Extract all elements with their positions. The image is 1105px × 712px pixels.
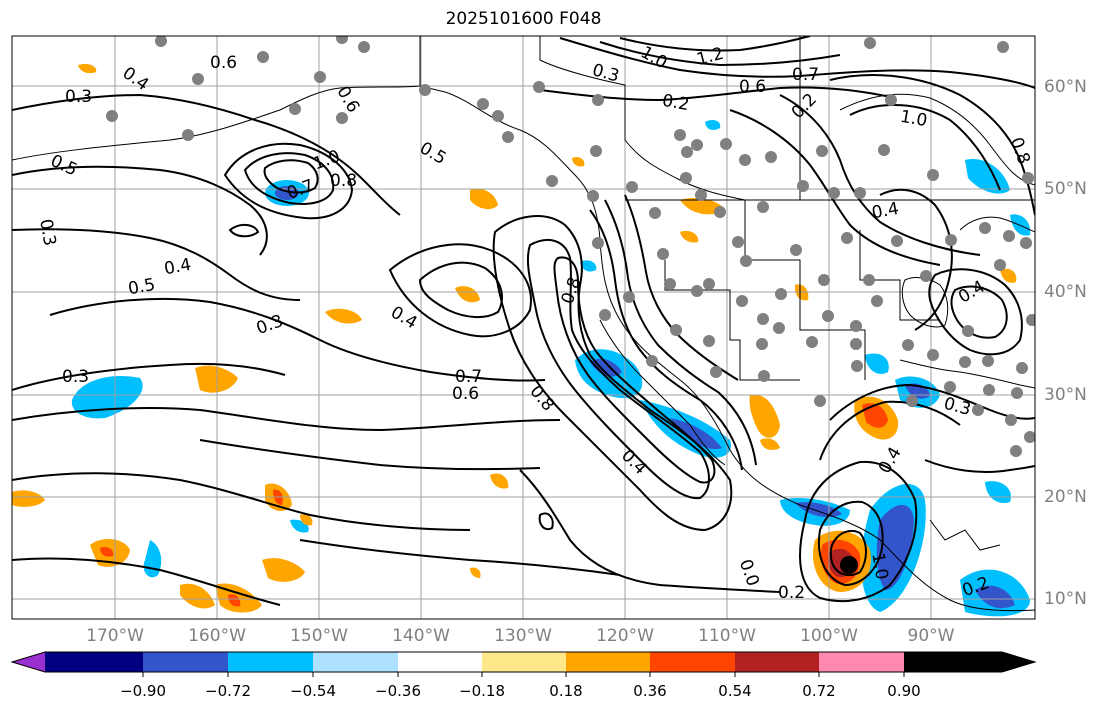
lon-tick-label: 160°W [188, 626, 246, 646]
colorbar-segment [313, 652, 398, 672]
contour-label: 0.6 [210, 53, 237, 73]
lat-tick-label: 20°N [1044, 487, 1087, 507]
contour-label: 0.2 [661, 91, 691, 115]
lat-tick-label: 50°N [1044, 179, 1087, 199]
colorbar-tick-label: −0.90 [120, 682, 166, 700]
station-dots [106, 36, 1035, 457]
lat-tick-label: 30°N [1044, 385, 1087, 405]
contour-label: 0.3 [62, 367, 89, 387]
colorbar-tick-label: 0.36 [633, 682, 667, 700]
colorbar-segment [650, 652, 735, 672]
contour-label: 0.6 [739, 77, 766, 97]
colorbar-segment [45, 652, 143, 672]
lon-tick-label: 170°W [86, 626, 144, 646]
colorbar-tick-label: −0.18 [459, 682, 505, 700]
colorbar-outline [10, 651, 1037, 673]
colorbar-tick-label: 0.54 [718, 682, 752, 700]
contour-label: 1.0 [899, 107, 929, 131]
contour-label: 0.3 [35, 217, 59, 247]
colorbar-tick-label: 0.90 [887, 682, 921, 700]
lon-tick-label: 150°W [290, 626, 348, 646]
lon-tick-label: 110°W [698, 626, 756, 646]
lat-tick-label: 10°N [1044, 589, 1087, 609]
colorbar-segment [143, 652, 228, 672]
map-frame [11, 35, 1036, 620]
colorbar-segment [398, 652, 482, 672]
contour-label: 0.3 [65, 87, 92, 107]
contour-label: 0.7 [455, 367, 482, 387]
lon-tick-label: 140°W [392, 626, 450, 646]
contour-label: 1.0 [867, 551, 891, 581]
colorbar-tick-label: 0.72 [802, 682, 836, 700]
contour-label: 0.7 [792, 65, 819, 85]
lon-tick-label: 120°W [596, 626, 654, 646]
colorbar-tick-label: 0.18 [549, 682, 583, 700]
colorbar-tick-label: −0.54 [290, 682, 336, 700]
colorbar-segment [228, 652, 313, 672]
colorbar-extend-low [12, 652, 45, 672]
lon-tick-label: 90°W [907, 626, 955, 646]
contour-label: 0.8 [330, 171, 357, 191]
colorbar-extend-high [904, 652, 1035, 672]
lon-tick-label: 130°W [494, 626, 552, 646]
coastlines [12, 36, 1035, 612]
contour-label: 0.6 [452, 384, 479, 404]
gridlines [12, 36, 1035, 619]
lat-tick-label: 40°N [1044, 282, 1087, 302]
storm-center-marker [840, 556, 858, 574]
colorbar-tick-label: −0.72 [205, 682, 251, 700]
lon-tick-label: 100°W [800, 626, 858, 646]
contour-label: 0.4 [163, 255, 193, 279]
lat-tick-label: 60°N [1044, 77, 1087, 97]
colorbar-segment [566, 652, 650, 672]
contour-label: 0.4 [870, 199, 900, 223]
map-title: 2025101600 F048 [445, 9, 602, 29]
colorbar [10, 651, 1037, 677]
contour-label: 0.5 [127, 275, 157, 299]
colorbar-tick-label: −0.36 [375, 682, 421, 700]
contour-label: 0.2 [778, 583, 805, 603]
map-panel: 0.3 0.4 0.6 0.5 0.3 0.6 0.8 1.0 0.7 0.5 … [12, 36, 1035, 619]
colorbar-segment [482, 652, 566, 672]
colorbar-segment [819, 652, 904, 672]
colorbar-segment [735, 652, 819, 672]
